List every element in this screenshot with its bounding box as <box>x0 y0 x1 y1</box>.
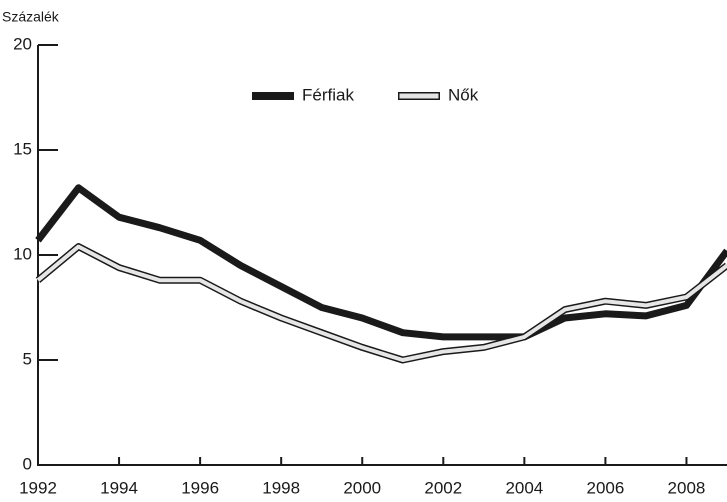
x-tick-label: 2004 <box>505 478 543 497</box>
y-tick-label: 0 <box>23 454 32 473</box>
legend-label: Férfiak <box>302 85 354 104</box>
line <box>35 184 727 341</box>
line <box>36 244 727 362</box>
y-tick-label: 10 <box>13 244 32 263</box>
x-tick-label: 2008 <box>668 478 706 497</box>
y-tick-label: 15 <box>13 139 32 158</box>
x-tick-label: 1996 <box>181 478 219 497</box>
y-axis-label: Százalék <box>2 9 60 25</box>
x-tick-label: 1994 <box>100 478 138 497</box>
y-tick-label: 5 <box>23 349 32 368</box>
legend-swatch <box>399 93 439 99</box>
x-tick-label: 2006 <box>586 478 624 497</box>
x-tick-label: 1998 <box>262 478 300 497</box>
x-tick-label: 2000 <box>343 478 381 497</box>
legend-label: Nők <box>448 85 479 104</box>
x-tick-label: 1992 <box>19 478 57 497</box>
legend-swatch <box>252 92 294 100</box>
y-tick-label: 20 <box>13 34 32 53</box>
x-tick-label: 2002 <box>424 478 462 497</box>
